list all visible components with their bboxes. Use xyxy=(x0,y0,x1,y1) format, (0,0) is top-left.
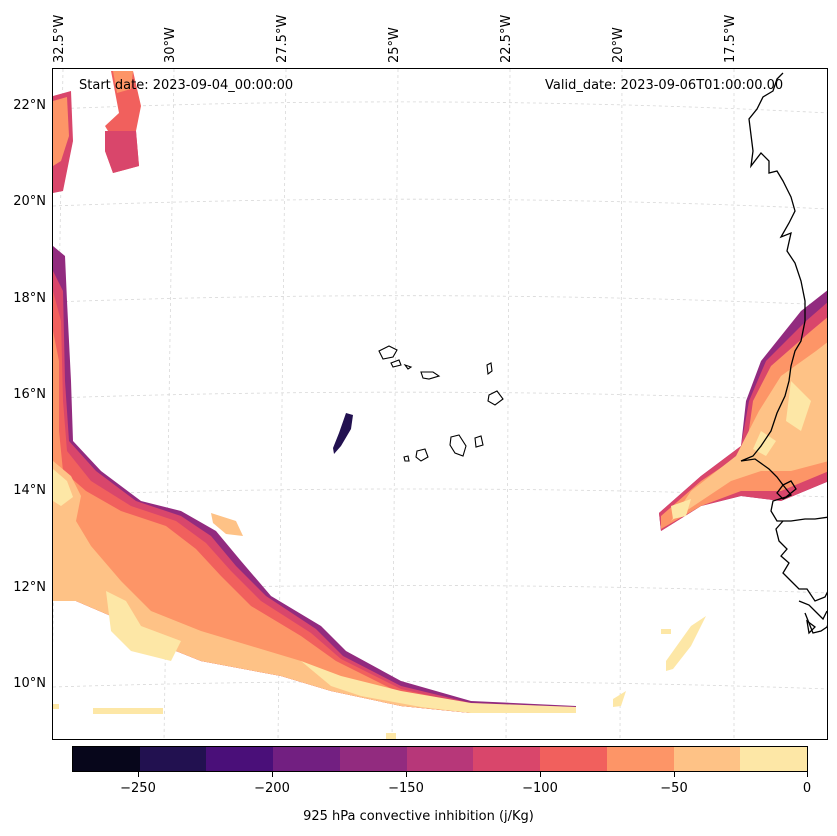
colorbar xyxy=(72,746,808,772)
start-date-label: Start date: 2023-09-04_00:00:00 xyxy=(79,78,294,93)
colorbar-swatch-7 xyxy=(540,747,607,771)
lat-label-16n: 16°N xyxy=(13,387,46,402)
colorbar-swatch-10 xyxy=(740,747,808,771)
colorbar-swatch-8 xyxy=(606,747,674,771)
colorbar-tick-minus200 xyxy=(272,772,273,777)
colorbar-swatch-5 xyxy=(406,747,474,771)
colorbar-tick-minus150 xyxy=(406,772,407,777)
cin-field-west-band xyxy=(53,246,576,739)
valid-date-label: Valid_date: 2023-09-06T01:00:00.00 xyxy=(545,78,784,93)
colorbar-swatch-9 xyxy=(673,747,741,771)
colorbar-swatch-6 xyxy=(473,747,541,771)
colorbar-tick-minus50 xyxy=(674,772,675,777)
lat-label-18n: 18°N xyxy=(13,291,46,306)
colorbar-swatch-2 xyxy=(206,747,274,771)
lon-label-22-5w: 22.5°W xyxy=(499,14,514,63)
cin-field-east-band xyxy=(613,290,827,707)
cin-field-northwest-patch xyxy=(53,71,141,193)
colorbar-label-minus50: −50 xyxy=(660,781,688,796)
lat-label-10n: 10°N xyxy=(13,676,46,691)
lon-label-32-5w: 32.5°W xyxy=(52,14,67,63)
cin-field-dark-streak xyxy=(333,413,353,454)
lat-label-20n: 20°N xyxy=(13,194,46,209)
lat-label-12n: 12°N xyxy=(13,580,46,595)
lon-label-27-5w: 27.5°W xyxy=(275,14,290,63)
colorbar-label-minus200: −200 xyxy=(254,781,290,796)
lon-label-17-5w: 17.5°W xyxy=(723,14,738,63)
map-panel[interactable] xyxy=(52,68,828,740)
colorbar-label-minus250: −250 xyxy=(120,781,156,796)
colorbar-label-minus150: −150 xyxy=(388,781,424,796)
colorbar-tick-0 xyxy=(807,772,808,777)
colorbar-label-0: 0 xyxy=(802,781,812,796)
colorbar-swatch-3 xyxy=(273,747,340,771)
cape-verde-islands xyxy=(378,345,504,462)
colorbar-swatch-4 xyxy=(339,747,407,771)
african-coastline xyxy=(740,72,827,635)
colorbar-label-minus100: −100 xyxy=(522,781,558,796)
colorbar-title: 925 hPa convective inhibition (j/Kg) xyxy=(303,809,534,824)
colorbar-tick-minus250 xyxy=(138,772,139,777)
lon-label-20w: 20°W xyxy=(611,27,626,63)
lat-label-14n: 14°N xyxy=(13,483,46,498)
lat-label-22n: 22°N xyxy=(13,98,46,113)
colorbar-swatch-0 xyxy=(73,747,140,771)
colorbar-tick-minus100 xyxy=(540,772,541,777)
lon-label-25w: 25°W xyxy=(387,27,402,63)
map-canvas xyxy=(53,69,827,739)
colorbar-swatch-1 xyxy=(139,747,207,771)
lon-label-30w: 30°W xyxy=(163,27,178,63)
